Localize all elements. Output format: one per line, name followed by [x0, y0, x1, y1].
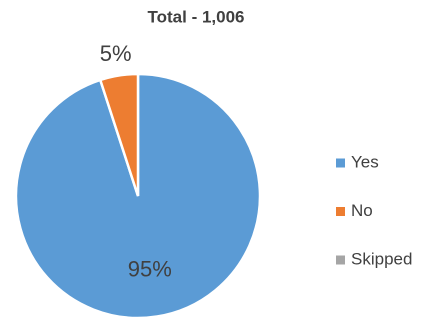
- legend-label: Skipped: [351, 249, 412, 268]
- pie-slice: [98, 72, 140, 197]
- data-label: 5%: [100, 41, 132, 66]
- legend-swatch: [336, 158, 345, 168]
- data-label: 95%: [128, 257, 172, 282]
- chart-title: Total - 1,006: [148, 7, 245, 26]
- legend-swatch: [336, 207, 345, 216]
- legend-swatch: [336, 255, 345, 265]
- legend-label: Yes: [351, 152, 379, 171]
- legend-label: No: [351, 201, 373, 220]
